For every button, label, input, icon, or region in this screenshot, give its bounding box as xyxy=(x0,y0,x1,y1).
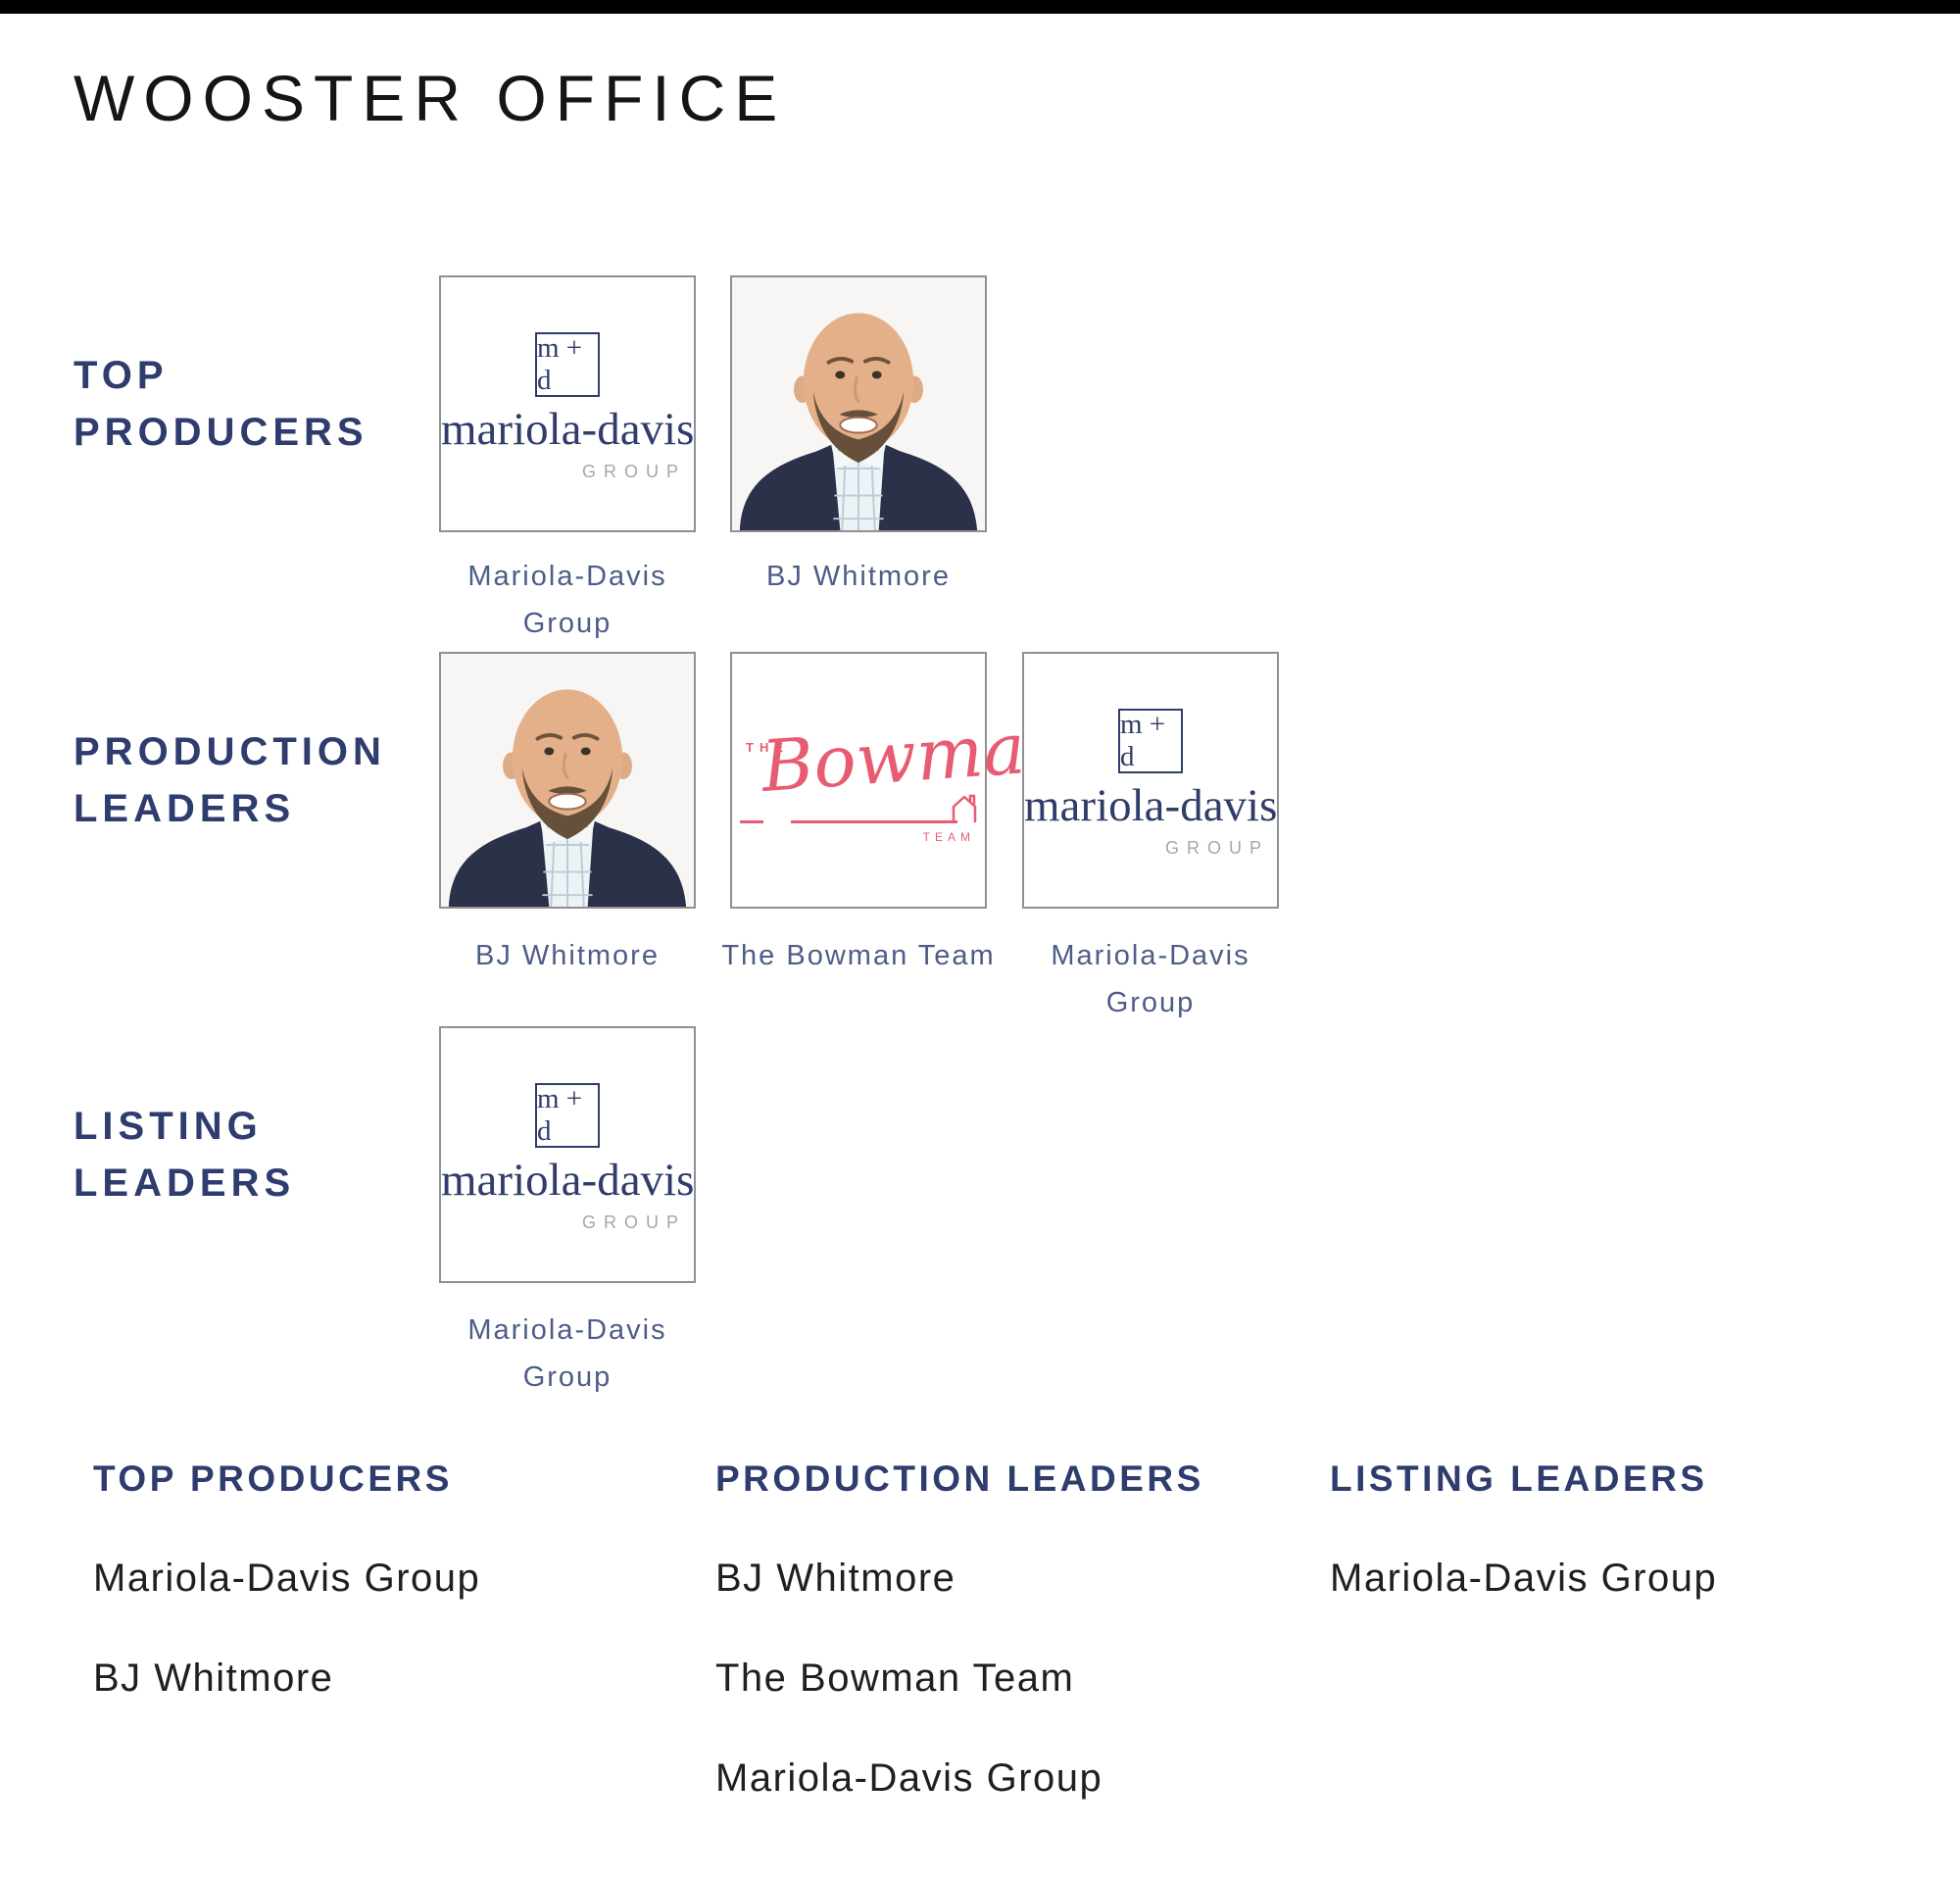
md-monogram-icon: m + d xyxy=(1118,709,1183,773)
card-mariola-davis-group: m + d mariola-davis GROUP xyxy=(439,1026,696,1283)
summary-header: LISTING LEADERS xyxy=(1330,1459,1708,1499)
card-caption: The Bowman Team xyxy=(721,940,996,971)
bj-whitmore-headshot xyxy=(732,277,985,530)
card-bj-whitmore xyxy=(439,652,696,909)
summary-item: BJ Whitmore xyxy=(93,1656,334,1700)
card-mariola-davis-group: m + d mariola-davis GROUP xyxy=(439,275,696,532)
md-logo-name: mariola-davis xyxy=(441,404,695,455)
section-label-line: LISTING xyxy=(74,1105,263,1148)
house-icon xyxy=(952,793,977,828)
page-title: WOOSTER OFFICE xyxy=(74,62,787,134)
bowman-team-logo: THE Bowman TEAM xyxy=(732,654,1073,907)
bowman-logo-underline xyxy=(791,820,957,823)
summary-item: The Bowman Team xyxy=(715,1656,1075,1700)
summary-item: Mariola-Davis Group xyxy=(715,1756,1103,1800)
card-caption: BJ Whitmore xyxy=(766,561,951,592)
md-logo-name: mariola-davis xyxy=(1024,780,1278,831)
card-caption: Mariola-Davis Group xyxy=(467,1314,667,1393)
card-bowman-team: THE Bowman TEAM xyxy=(730,652,1073,909)
bj-whitmore-headshot xyxy=(441,654,694,907)
card-caption: BJ Whitmore xyxy=(475,940,660,971)
section-label-line: TOP xyxy=(74,354,169,397)
summary-header: TOP PRODUCERS xyxy=(93,1459,453,1499)
card-caption: Mariola-Davis Group xyxy=(467,561,667,639)
card-mariola-davis-group: m + d mariola-davis GROUP xyxy=(1022,652,1279,909)
md-logo-subtitle: GROUP xyxy=(581,462,686,481)
md-monogram-icon: m + d xyxy=(535,1083,600,1148)
summary-item: BJ Whitmore xyxy=(715,1557,956,1600)
summary-item: Mariola-Davis Group xyxy=(93,1557,481,1600)
summary-production-leaders: PRODUCTION LEADERS BJ Whitmore The Bowma… xyxy=(715,1459,1303,1800)
summary-top-producers: TOP PRODUCERS Mariola-Davis Group BJ Whi… xyxy=(93,1459,681,1700)
bowman-logo-team: TEAM xyxy=(922,830,975,844)
md-logo-subtitle: GROUP xyxy=(581,1212,686,1232)
summary-item: Mariola-Davis Group xyxy=(1330,1557,1718,1600)
mariola-davis-logo: m + d mariola-davis GROUP xyxy=(441,1028,694,1281)
card-caption: Mariola-Davis Group xyxy=(1051,940,1250,1018)
md-logo-name: mariola-davis xyxy=(441,1155,695,1206)
section-label-line: LEADERS xyxy=(74,787,296,830)
section-label-listing-leaders: LISTING LEADERS xyxy=(74,1026,426,1283)
mariola-davis-logo: m + d mariola-davis GROUP xyxy=(441,277,694,530)
bowman-logo-the: THE xyxy=(746,740,789,755)
bowman-logo-dash xyxy=(740,820,763,823)
section-label-top-producers: TOP PRODUCERS xyxy=(74,275,426,532)
section-label-line: PRODUCERS xyxy=(74,411,368,454)
section-label-line: PRODUCTION xyxy=(74,730,386,773)
mariola-davis-logo: m + d mariola-davis GROUP xyxy=(1024,654,1277,907)
section-label-production-leaders: PRODUCTION LEADERS xyxy=(74,652,426,909)
md-logo-subtitle: GROUP xyxy=(1164,838,1269,858)
section-label-line: LEADERS xyxy=(74,1162,296,1205)
md-monogram-icon: m + d xyxy=(535,332,600,397)
summary-header: PRODUCTION LEADERS xyxy=(715,1459,1204,1499)
summary-listing-leaders: LISTING LEADERS Mariola-Davis Group xyxy=(1330,1459,1918,1600)
card-bj-whitmore xyxy=(730,275,987,532)
top-border-bar xyxy=(0,0,1960,14)
